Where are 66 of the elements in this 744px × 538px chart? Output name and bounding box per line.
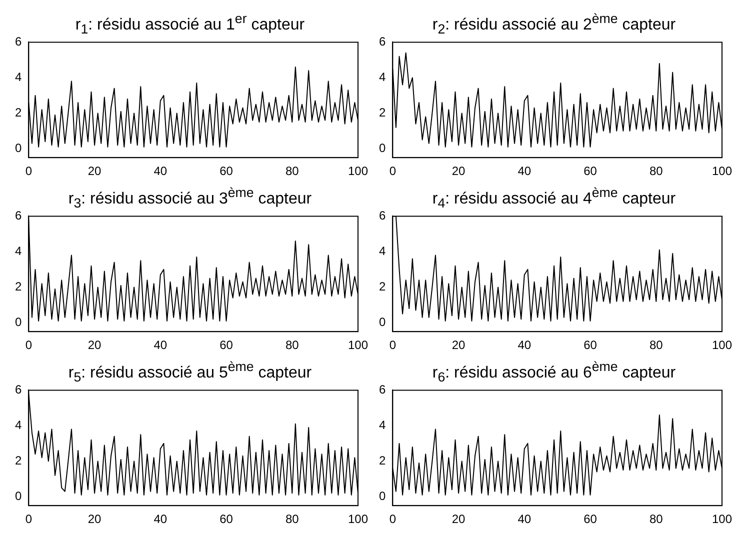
y-tick-label: 4 xyxy=(378,244,386,258)
y-tick-label: 2 xyxy=(378,280,386,294)
y-tick-label: 6 xyxy=(378,208,386,223)
y-tick-label: 2 xyxy=(378,454,386,468)
y-tick-label: 6 xyxy=(14,208,22,223)
y-tick-label: 2 xyxy=(14,454,22,468)
x-tick-label: 80 xyxy=(285,512,300,526)
x-tick-label: 20 xyxy=(452,164,466,178)
y-tick-label: 0 xyxy=(378,489,386,504)
x-tick-label: 80 xyxy=(649,512,664,526)
x-tick-label: 100 xyxy=(348,512,368,526)
x-tick-label: 40 xyxy=(154,164,168,178)
chart-title: r$_{1}$: résidu associé au 1$^{er}$ capteur xyxy=(74,10,306,37)
x-tick-label: 0 xyxy=(389,338,396,352)
x-tick-label: 40 xyxy=(154,338,168,352)
y-tick-label: 0 xyxy=(14,489,22,504)
y-tick-label: 2 xyxy=(14,106,22,120)
x-tick-label: 40 xyxy=(154,512,168,526)
x-tick-label: 20 xyxy=(452,512,466,526)
x-tick-label: 100 xyxy=(712,164,732,178)
chart-title: r$_{2}$: résidu associé au 2$^{ème}$ capteur xyxy=(431,10,677,37)
x-tick-label: 100 xyxy=(348,338,368,352)
x-tick-label: 60 xyxy=(220,512,234,526)
y-tick-label: 2 xyxy=(378,106,386,120)
y-tick-label: 4 xyxy=(378,418,386,432)
y-tick-label: 0 xyxy=(14,315,22,330)
chart-title: r$_{5}$: résidu associé au 5$^{ème}$ capteur xyxy=(67,358,313,385)
y-tick-label: 6 xyxy=(14,34,22,49)
x-tick-label: 20 xyxy=(88,338,102,352)
x-tick-label: 20 xyxy=(88,512,102,526)
x-tick-label: 40 xyxy=(518,338,532,352)
x-tick-label: 60 xyxy=(584,164,598,178)
y-tick-label: 4 xyxy=(14,244,22,258)
x-tick-label: 0 xyxy=(389,164,396,178)
chart-title: r$_{3}$: résidu associé au 3$^{ème}$ capteur xyxy=(67,184,313,211)
x-tick-label: 80 xyxy=(285,164,300,178)
y-tick-label: 4 xyxy=(14,418,22,432)
x-tick-label: 100 xyxy=(712,338,732,352)
x-tick-label: 60 xyxy=(220,164,234,178)
x-tick-label: 60 xyxy=(584,512,598,526)
x-tick-label: 20 xyxy=(452,338,466,352)
x-tick-label: 80 xyxy=(649,164,664,178)
x-tick-label: 20 xyxy=(88,164,102,178)
x-tick-label: 100 xyxy=(712,512,732,526)
y-tick-label: 0 xyxy=(378,315,386,330)
x-tick-label: 0 xyxy=(25,512,32,526)
y-tick-label: 6 xyxy=(378,382,386,397)
x-tick-label: 40 xyxy=(518,164,532,178)
chart-title: r$_{6}$: résidu associé au 6$^{ème}$ capteur xyxy=(431,358,677,385)
x-tick-label: 0 xyxy=(25,338,32,352)
x-tick-label: 0 xyxy=(389,512,396,526)
y-tick-label: 0 xyxy=(378,141,386,156)
x-tick-label: 60 xyxy=(584,338,598,352)
y-tick-label: 4 xyxy=(378,70,386,84)
chart-title: r$_{4}$: résidu associé au 4$^{ème}$ capteur xyxy=(431,184,677,211)
y-tick-label: 6 xyxy=(14,382,22,397)
x-tick-label: 40 xyxy=(518,512,532,526)
x-tick-label: 80 xyxy=(649,338,664,352)
x-tick-label: 60 xyxy=(220,338,234,352)
x-tick-label: 0 xyxy=(25,164,32,178)
y-tick-label: 2 xyxy=(14,280,22,294)
y-tick-label: 0 xyxy=(14,141,22,156)
x-tick-label: 100 xyxy=(348,164,368,178)
x-tick-label: 80 xyxy=(285,338,300,352)
y-tick-label: 6 xyxy=(378,34,386,49)
y-tick-label: 4 xyxy=(14,70,22,84)
